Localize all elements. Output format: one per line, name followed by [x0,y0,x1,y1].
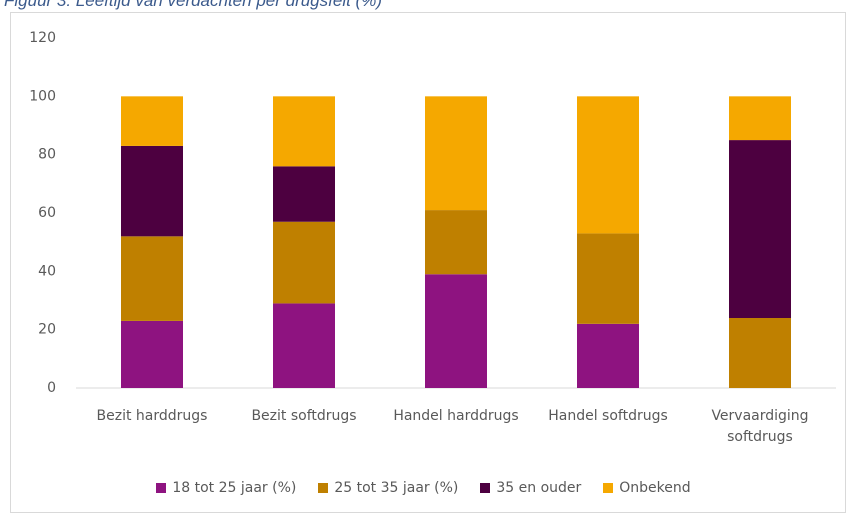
chart-title: Figuur 3: Leeftijd van verdachten per dr… [4,0,382,10]
legend-item: 18 tot 25 jaar (%) [156,480,296,496]
legend-label: 25 tot 35 jaar (%) [334,480,459,496]
bar-segment [121,145,183,237]
legend-swatch [318,483,329,493]
bar-segment [121,236,183,321]
bar-segment [425,210,487,275]
y-tick-label: 120 [29,30,56,46]
y-tick-label: 20 [38,322,56,338]
legend-swatch [480,483,491,493]
x-tick-label: Bezit softdrugs [251,408,357,424]
legend-item: 35 en ouder [480,480,581,496]
legend-swatch [603,483,614,493]
legend-label: Onbekend [619,480,691,496]
bar-segment [273,221,335,304]
bar-segment [729,96,791,141]
chart-frame [10,12,846,513]
y-tick-label: 0 [47,380,56,396]
bar-segment [577,233,639,324]
legend-item: Onbekend [603,480,691,496]
y-tick-label: 80 [38,147,56,163]
bar-segment [121,96,183,146]
y-tick-label: 100 [29,88,56,104]
bar-segment [577,323,639,388]
x-tick-label: Bezit harddrugs [96,408,208,424]
bar-segment [273,96,335,167]
y-tick-label: 60 [38,205,56,221]
bar-segment [273,303,335,388]
legend-swatch [156,483,167,493]
bar-segment [729,318,791,388]
bar-segment [577,96,639,234]
legend: 18 tot 25 jaar (%) 25 tot 35 jaar (%) 35 e… [0,480,847,496]
y-tick-label: 40 [38,263,56,279]
bar-segment [121,320,183,388]
legend-label: 35 en ouder [496,480,582,496]
legend-label: 18 tot 25 jaar (%) [172,480,297,496]
bar-segment [273,166,335,222]
x-tick-label: Vervaardiging softdrugs [711,408,809,445]
bar-segment [729,140,791,318]
bar-segment [425,96,487,211]
bar-segment [425,274,487,388]
x-tick-label: Handel harddrugs [393,408,519,424]
x-tick-label: Handel softdrugs [548,408,668,424]
legend-item: 25 tot 35 jaar (%) [318,480,458,496]
